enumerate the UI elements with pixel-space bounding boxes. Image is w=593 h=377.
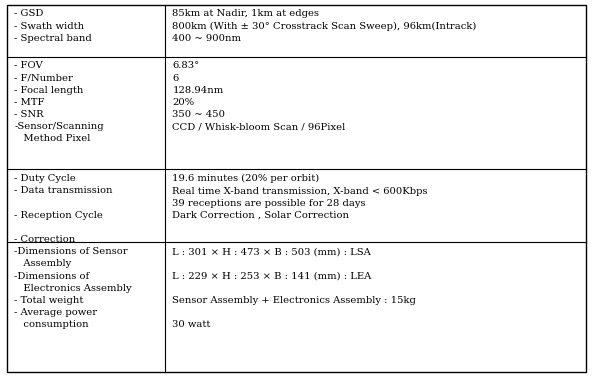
Text: 19.6 minutes (20% per orbit)
Real time X-band transmission, X-band < 600Kbps
39 : 19.6 minutes (20% per orbit) Real time X… bbox=[172, 174, 428, 220]
Text: - GSD
- Swath width
- Spectral band: - GSD - Swath width - Spectral band bbox=[14, 9, 92, 43]
Text: - FOV
- F/Number
- Focal length
- MTF
- SNR
-Sensor/Scanning
   Method Pixel: - FOV - F/Number - Focal length - MTF - … bbox=[14, 61, 104, 143]
Text: - Duty Cycle
- Data transmission

- Reception Cycle

- Correction: - Duty Cycle - Data transmission - Recep… bbox=[14, 174, 113, 244]
Text: -Dimensions of Sensor
   Assembly
-Dimensions of
   Electronics Assembly
- Total: -Dimensions of Sensor Assembly -Dimensio… bbox=[14, 247, 132, 329]
Text: L : 301 × H : 473 × B : 503 (mm) : LSA

L : 229 × H : 253 × B : 141 (mm) : LEA

: L : 301 × H : 473 × B : 503 (mm) : LSA L… bbox=[172, 247, 416, 329]
Text: 85km at Nadir, 1km at edges
800km (With ± 30° Crosstrack Scan Sweep), 96km(Intra: 85km at Nadir, 1km at edges 800km (With … bbox=[172, 9, 477, 43]
Text: 6.83°
6
128.94nm
20%
350 ~ 450
CCD / Whisk-bloom Scan / 96Pixel: 6.83° 6 128.94nm 20% 350 ~ 450 CCD / Whi… bbox=[172, 61, 346, 143]
